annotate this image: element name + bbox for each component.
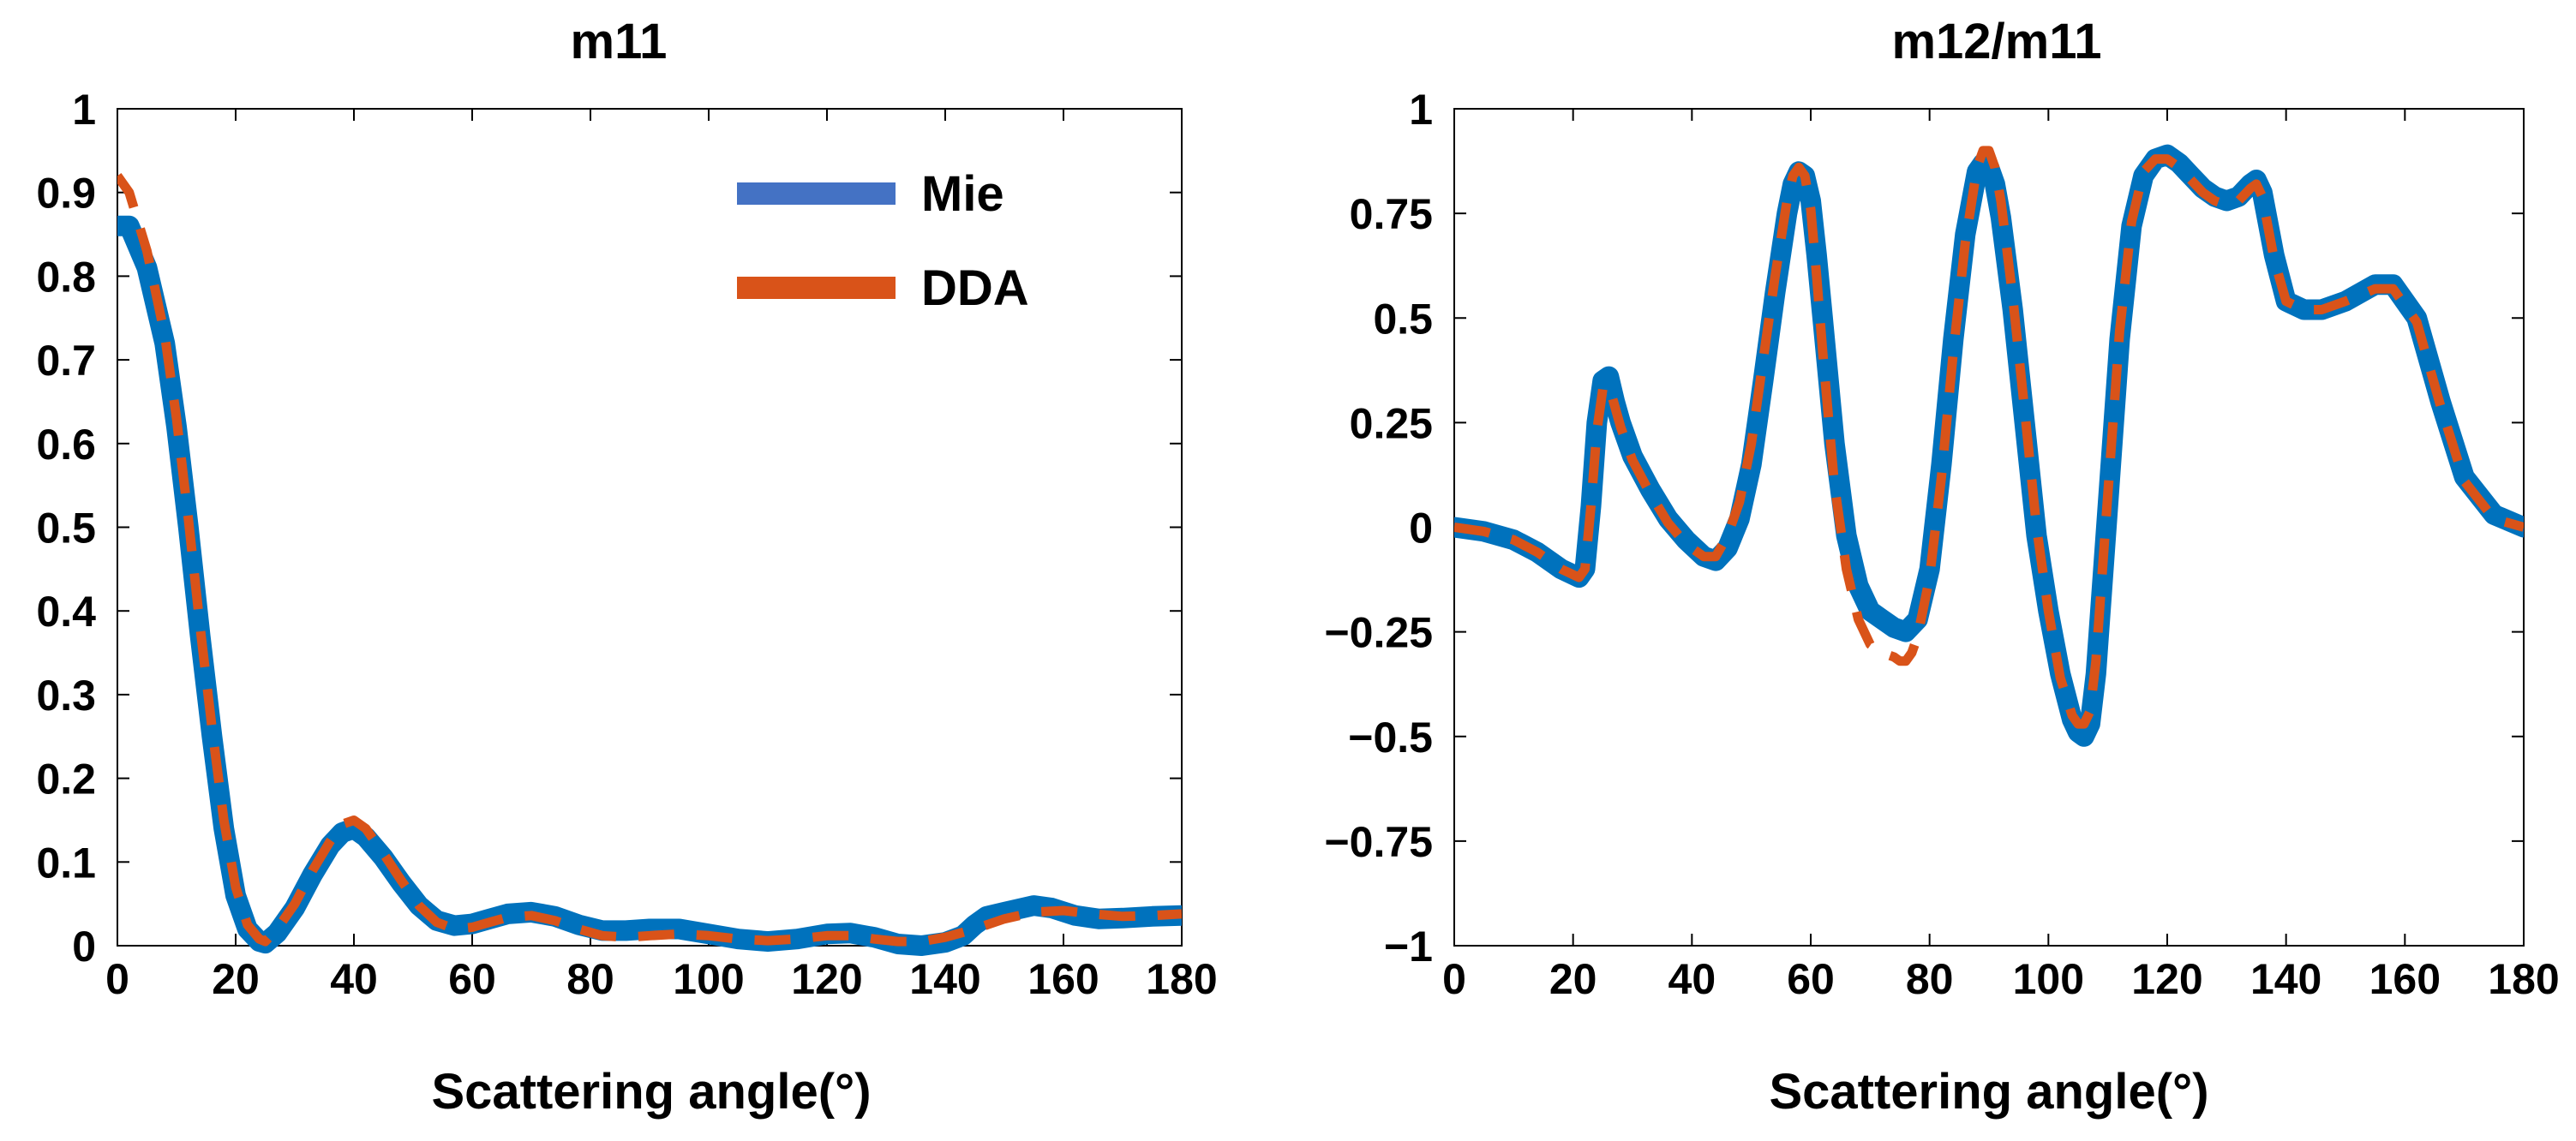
y-tick-label: 0.25 <box>1350 399 1433 447</box>
x-tick-label: 180 <box>1146 955 1217 1003</box>
x-tick-label: 60 <box>1787 955 1835 1003</box>
y-tick-label: 0.6 <box>36 421 96 469</box>
x-tick-label: 100 <box>673 955 744 1003</box>
series-line-dda-m11 <box>117 173 1182 947</box>
y-tick-label: 0.8 <box>36 253 96 301</box>
x-tick-label: 180 <box>2488 955 2559 1003</box>
series-line-mie-m11 <box>117 215 1182 956</box>
x-tick-label: 120 <box>791 955 862 1003</box>
x-tick-label: 0 <box>1442 955 1466 1003</box>
x-tick-label: 120 <box>2131 955 2202 1003</box>
y-tick-label: 0.7 <box>36 337 96 385</box>
y-tick-label: −0.75 <box>1324 818 1433 866</box>
series-line-dda-m12-m11 <box>1454 146 2524 729</box>
x-tick-label: 100 <box>2013 955 2084 1003</box>
y-tick-label: 1 <box>72 86 96 134</box>
legend-label-dda: DDA <box>921 260 1029 316</box>
y-tick-label: −1 <box>1384 923 1433 971</box>
plot-area-m11: 0 20 40 60 80 100 120 140 160 180 0 0.1 0.2 0.3 0.4 0.5… <box>36 86 1217 1003</box>
chart-title-m11: m11 <box>571 14 668 69</box>
x-tick-label: 140 <box>909 955 980 1003</box>
y-tick-label: 0.3 <box>36 672 96 720</box>
ticks-m11: 0 20 40 60 80 100 120 140 160 180 0 0.1 0.2 0.3 0.4 0.5… <box>36 86 1217 1003</box>
legend-m11: Mie DDA <box>737 166 1029 316</box>
y-tick-label: 0.9 <box>36 170 96 218</box>
chart-m12-m11: m12/m11 0 20 40 60 80 100 120 140 160 180 −1 −0.75 −… <box>1324 14 2559 1120</box>
y-tick-label: −0.25 <box>1324 609 1433 657</box>
y-tick-label: 0.2 <box>36 756 96 803</box>
y-tick-label: −0.5 <box>1348 714 1433 762</box>
y-tick-label: 0.75 <box>1350 190 1433 238</box>
x-tick-label: 160 <box>1027 955 1099 1003</box>
x-axis-label-m12-m11: Scattering angle(°) <box>1769 1064 2208 1120</box>
y-tick-label: 0.5 <box>1373 295 1433 343</box>
y-tick-label: 1 <box>1409 86 1433 134</box>
x-tick-label: 80 <box>566 955 614 1003</box>
y-tick-label: 0.1 <box>36 839 96 887</box>
y-tick-label: 0.5 <box>36 505 96 553</box>
y-tick-label: 0.4 <box>36 588 96 636</box>
chart-title-m12-m11: m12/m11 <box>1891 14 2101 69</box>
chart-m11: m11 0 20 40 60 80 100 120 140 160 180 0 0.1 0.2 0.3 0.… <box>36 14 1217 1120</box>
x-tick-label: 20 <box>212 955 260 1003</box>
y-tick-label: 0 <box>72 923 96 971</box>
x-tick-label: 60 <box>448 955 496 1003</box>
series-lines-m11 <box>117 173 1182 956</box>
plot-area-m12-m11: 0 20 40 60 80 100 120 140 160 180 −1 −0.75 −0.5 −0.25… <box>1324 86 2559 1003</box>
x-tick-label: 20 <box>1549 955 1597 1003</box>
y-tick-label: 0 <box>1409 505 1433 553</box>
legend-label-mie: Mie <box>921 166 1004 222</box>
ticks-m12-m11: 0 20 40 60 80 100 120 140 160 180 −1 −0.75 −0.5 −0.25… <box>1324 86 2559 1003</box>
x-tick-label: 80 <box>1906 955 1954 1003</box>
x-tick-label: 40 <box>1668 955 1716 1003</box>
x-tick-label: 40 <box>330 955 378 1003</box>
x-tick-label: 140 <box>2250 955 2321 1003</box>
x-tick-label: 0 <box>105 955 129 1003</box>
x-axis-label-m11: Scattering angle(°) <box>431 1064 871 1120</box>
series-lines-m12-m11 <box>1454 144 2524 747</box>
x-tick-label: 160 <box>2369 955 2441 1003</box>
